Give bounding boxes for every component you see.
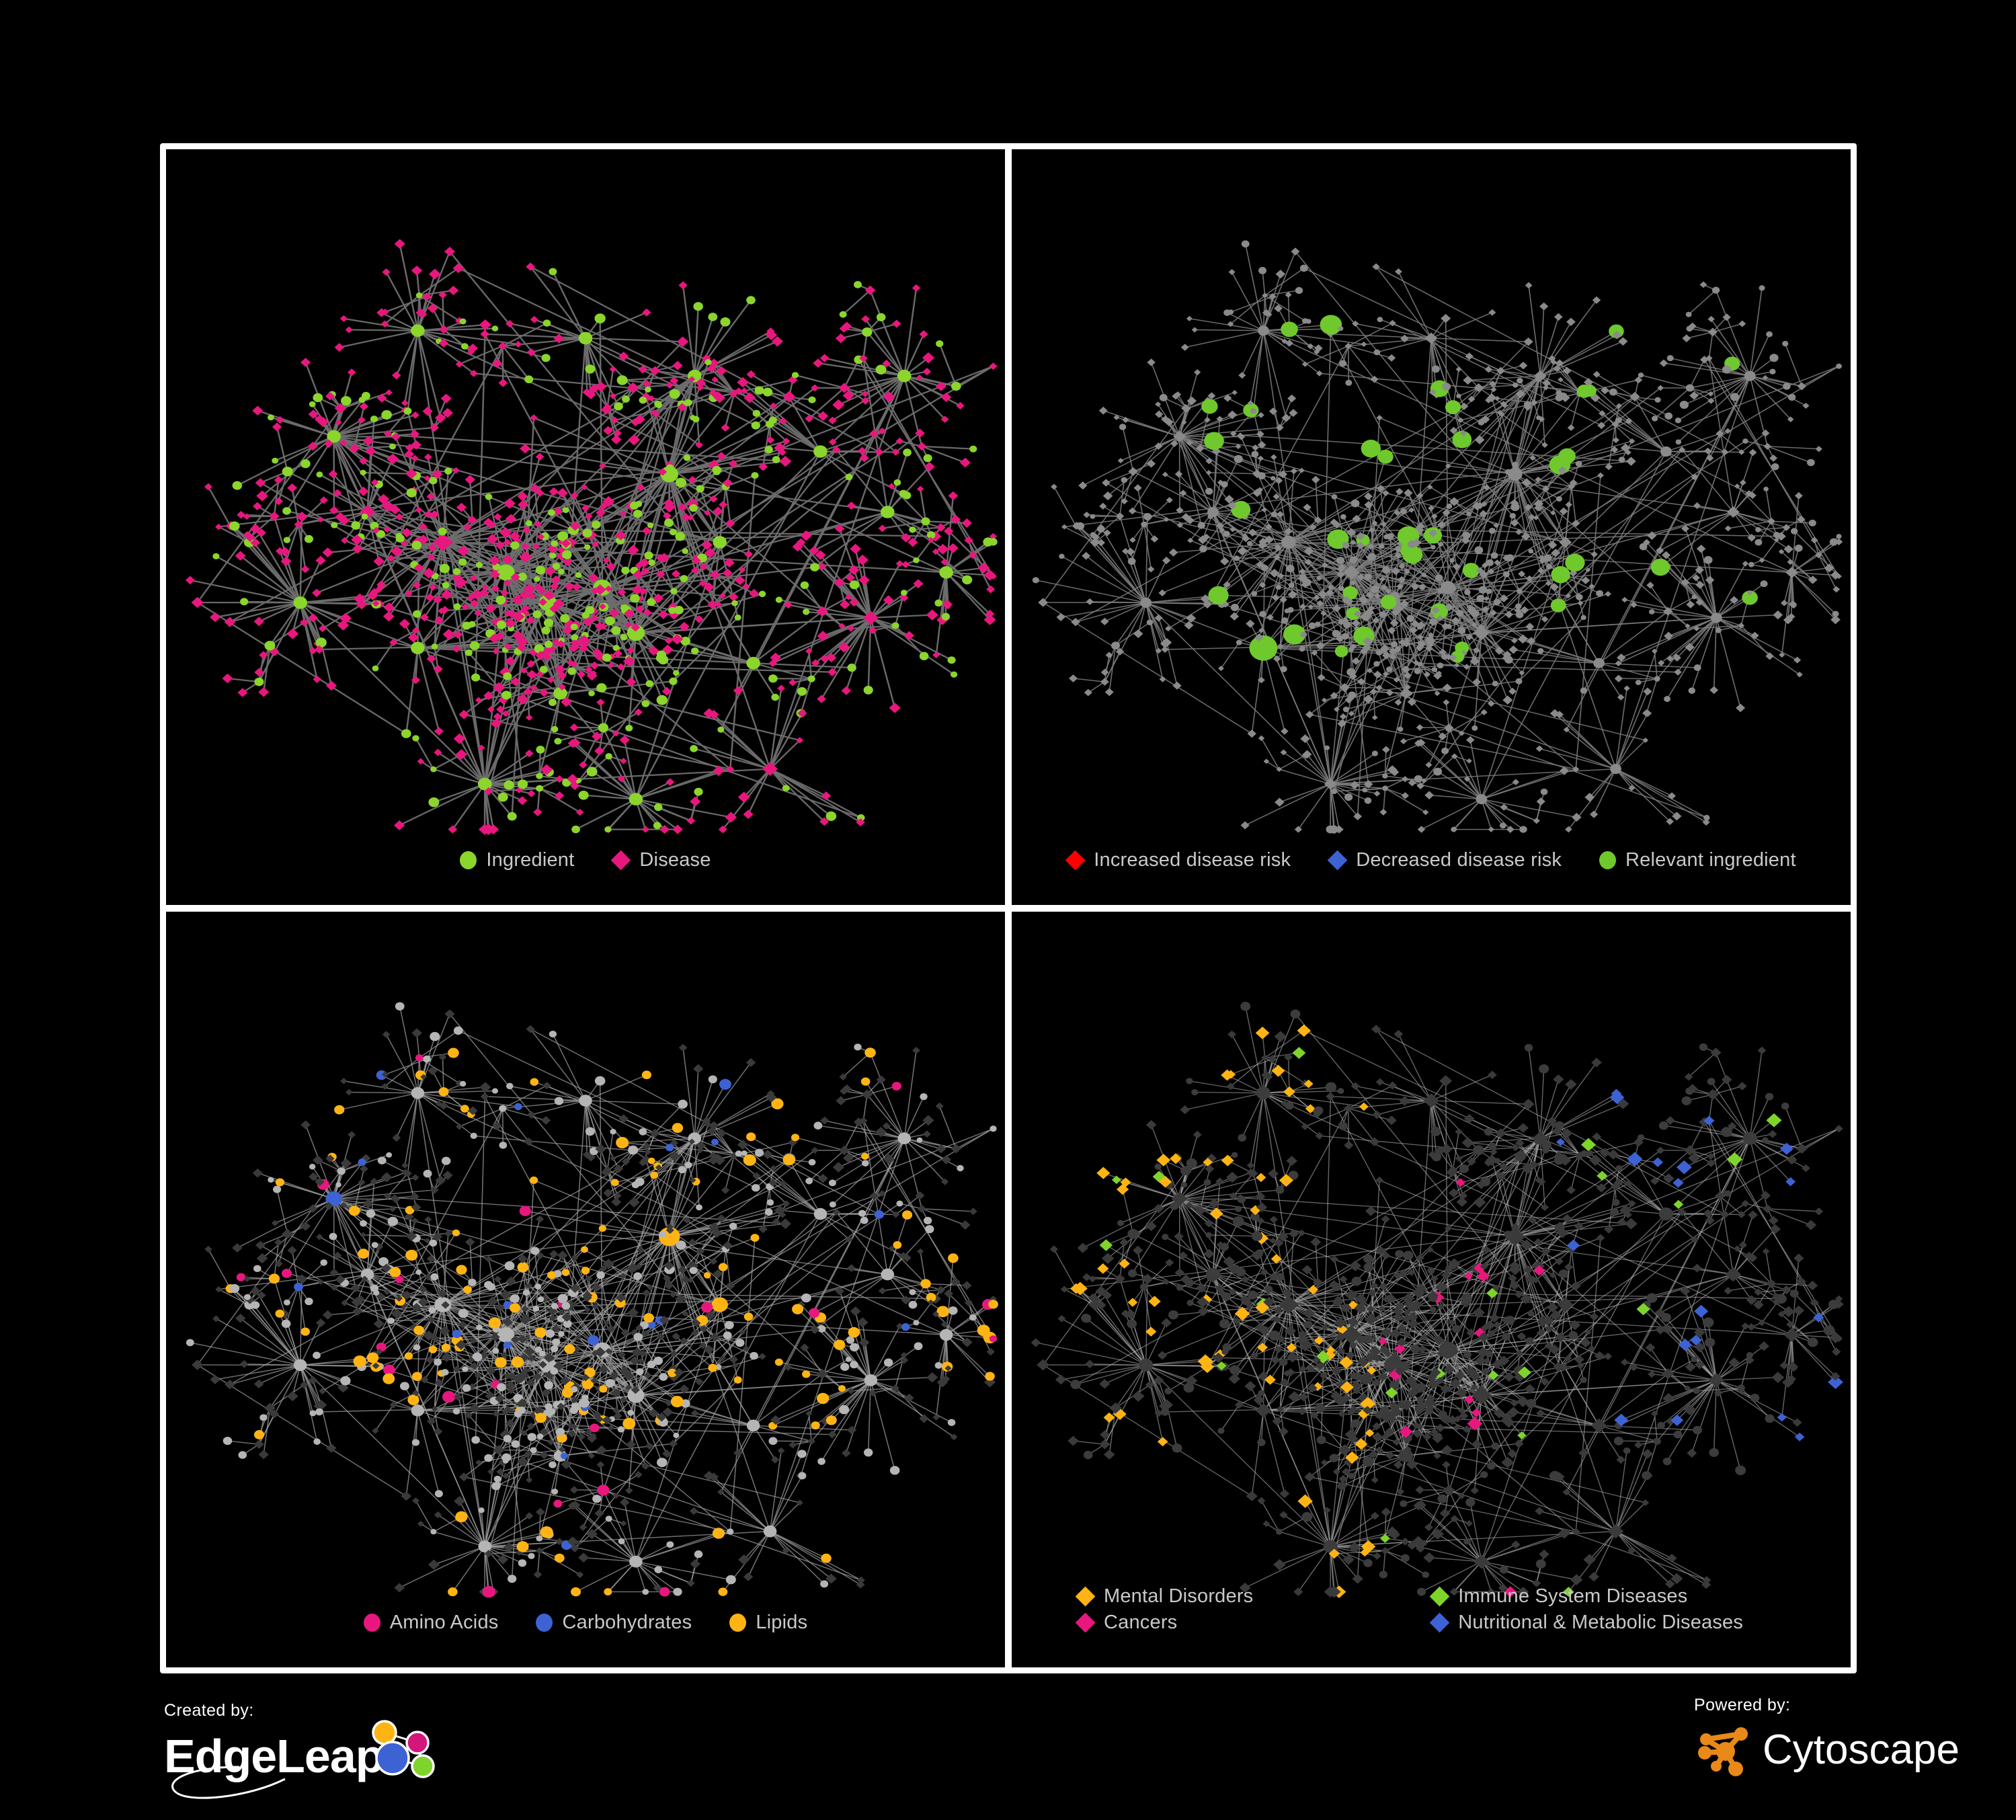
panel-disease-risk[interactable]: Increased disease risk Decreased disease… <box>1012 149 1851 905</box>
figure-footer: Created by: EdgeLeap Powered by: <box>0 1681 2016 1820</box>
figure-panel-grid: Ingredient Disease Increased disease ris… <box>160 143 1857 1673</box>
legend-panel-1: Ingredient Disease <box>166 850 1005 905</box>
edgeleap-logo-icon <box>371 1720 435 1778</box>
legend-item-nutritional-metabolic-diseases[interactable]: Nutritional & Metabolic Diseases <box>1429 1612 1747 1633</box>
legend-panel-2: Increased disease risk Decreased disease… <box>1012 850 1851 905</box>
lipids-marker-icon <box>729 1614 747 1632</box>
legend-item-carbohydrates[interactable]: Carbohydrates <box>536 1613 692 1632</box>
nutritional-metabolic-diseases-marker-icon <box>1429 1612 1450 1633</box>
legend-panel-4: Mental Disorders Immune System Diseases … <box>1012 1587 1851 1667</box>
cytoscape-logo-icon <box>1698 1727 1748 1776</box>
legend-label: Decreased disease risk <box>1356 849 1562 871</box>
immune-system-diseases-marker-icon <box>1429 1586 1450 1607</box>
legend-item-lipids[interactable]: Lipids <box>729 1613 807 1632</box>
carbohydrates-marker-icon <box>536 1614 553 1632</box>
legend-item-immune-system-diseases[interactable]: Immune System Diseases <box>1429 1585 1747 1607</box>
legend-item-cancers[interactable]: Cancers <box>1075 1612 1393 1633</box>
legend-label: Ingredient <box>486 849 575 871</box>
ingredient-marker-icon <box>460 851 477 869</box>
cancers-marker-icon <box>1075 1612 1096 1633</box>
network-graph-nutrient-classes[interactable] <box>166 912 1005 1667</box>
legend-label: Amino Acids <box>389 1612 499 1633</box>
disease-marker-icon <box>611 850 631 871</box>
panel-disease-classes[interactable]: Mental Disorders Immune System Diseases … <box>1012 912 1851 1667</box>
network-graph-disease-risk[interactable] <box>1012 149 1851 905</box>
network-graph-disease-classes[interactable] <box>1012 912 1851 1667</box>
increased-risk-marker-icon <box>1065 850 1086 871</box>
legend-item-ingredient[interactable]: Ingredient <box>460 850 574 870</box>
legend-item-decreased-risk[interactable]: Decreased disease risk <box>1327 849 1562 871</box>
legend-label: Disease <box>639 849 711 871</box>
legend-item-relevant-ingredient[interactable]: Relevant ingredient <box>1599 850 1796 870</box>
cytoscape-branding[interactable]: Powered by: Cytoscape <box>1694 1696 1976 1796</box>
legend-item-increased-risk[interactable]: Increased disease risk <box>1065 849 1291 871</box>
legend-item-amino-acids[interactable]: Amino Acids <box>363 1612 499 1633</box>
panel-ingredient-disease[interactable]: Ingredient Disease <box>166 149 1005 905</box>
legend-label: Carbohydrates <box>562 1612 692 1633</box>
relevant-ingredient-marker-icon <box>1599 851 1617 869</box>
legend-label: Relevant ingredient <box>1625 849 1796 871</box>
created-by-label: Created by: <box>164 1701 254 1720</box>
edgeleap-swoosh-icon <box>171 1766 286 1799</box>
network-graph-ingredient-disease[interactable] <box>166 149 1005 905</box>
cytoscape-wordmark: Cytoscape <box>1763 1727 1960 1773</box>
mental-disorders-marker-icon <box>1075 1586 1096 1607</box>
edgeleap-branding[interactable]: Created by: EdgeLeap <box>164 1701 540 1809</box>
powered-by-label: Powered by: <box>1694 1696 1791 1714</box>
legend-label: Nutritional & Metabolic Diseases <box>1458 1612 1744 1633</box>
legend-label: Immune System Diseases <box>1458 1585 1688 1607</box>
legend-label: Lipids <box>756 1612 808 1633</box>
decreased-risk-marker-icon <box>1327 850 1348 871</box>
legend-item-disease[interactable]: Disease <box>611 849 711 871</box>
amino-acids-marker-icon <box>363 1614 380 1632</box>
legend-label: Mental Disorders <box>1104 1585 1254 1607</box>
edgeleap-wordmark: EdgeLeap <box>164 1730 385 1783</box>
panel-nutrient-classes[interactable]: Amino Acids Carbohydrates Lipids <box>166 912 1005 1667</box>
legend-panel-3: Amino Acids Carbohydrates Lipids <box>166 1613 1005 1667</box>
legend-item-mental-disorders[interactable]: Mental Disorders <box>1075 1585 1393 1607</box>
legend-label: Cancers <box>1104 1612 1178 1633</box>
legend-label: Increased disease risk <box>1094 849 1291 871</box>
